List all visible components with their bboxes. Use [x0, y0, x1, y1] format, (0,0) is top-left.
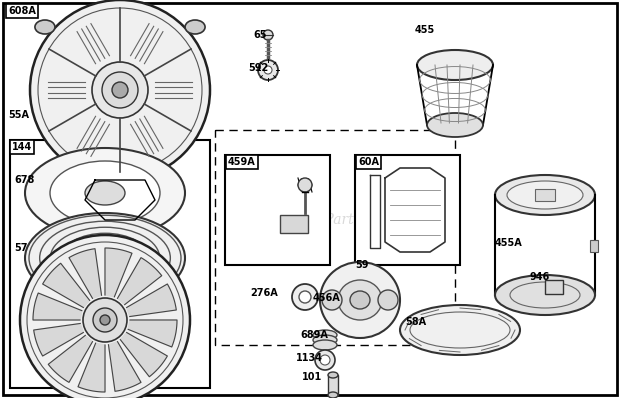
- Polygon shape: [69, 249, 102, 298]
- Text: 55A: 55A: [8, 110, 29, 120]
- Bar: [225, 155, 330, 265]
- Ellipse shape: [507, 181, 583, 209]
- Ellipse shape: [25, 148, 185, 238]
- Ellipse shape: [320, 355, 330, 365]
- Polygon shape: [48, 336, 92, 382]
- Ellipse shape: [400, 305, 520, 355]
- Ellipse shape: [427, 113, 483, 137]
- Bar: [215, 130, 455, 345]
- Ellipse shape: [83, 298, 127, 342]
- Ellipse shape: [338, 280, 382, 320]
- Polygon shape: [43, 263, 90, 308]
- Ellipse shape: [264, 66, 272, 74]
- Polygon shape: [120, 332, 167, 377]
- Ellipse shape: [313, 340, 337, 350]
- Ellipse shape: [298, 178, 312, 192]
- Text: 946: 946: [530, 272, 551, 282]
- Ellipse shape: [85, 181, 125, 205]
- Bar: [280, 215, 308, 233]
- Ellipse shape: [292, 284, 318, 310]
- Bar: [535, 189, 555, 201]
- Text: 456A: 456A: [313, 293, 341, 303]
- Ellipse shape: [263, 30, 273, 40]
- Text: 592: 592: [248, 63, 268, 73]
- Ellipse shape: [328, 372, 338, 378]
- Ellipse shape: [417, 50, 493, 80]
- Text: 144: 144: [12, 142, 32, 152]
- Ellipse shape: [30, 0, 210, 180]
- Ellipse shape: [313, 335, 337, 345]
- Text: 608A: 608A: [8, 6, 36, 16]
- Ellipse shape: [313, 330, 337, 340]
- Ellipse shape: [495, 175, 595, 215]
- Text: 455: 455: [415, 25, 435, 35]
- Text: 59: 59: [355, 260, 368, 270]
- Text: 1134: 1134: [296, 353, 323, 363]
- Ellipse shape: [112, 82, 128, 98]
- Ellipse shape: [328, 392, 338, 398]
- Ellipse shape: [299, 291, 311, 303]
- Ellipse shape: [100, 315, 110, 325]
- Polygon shape: [118, 258, 162, 304]
- Ellipse shape: [258, 60, 278, 80]
- Ellipse shape: [315, 350, 335, 370]
- Bar: [10, 140, 210, 388]
- Ellipse shape: [92, 62, 148, 118]
- Polygon shape: [78, 343, 105, 392]
- Ellipse shape: [495, 275, 595, 315]
- Bar: [355, 155, 460, 265]
- Ellipse shape: [350, 291, 370, 309]
- Ellipse shape: [378, 290, 398, 310]
- Bar: [590, 240, 598, 252]
- Text: 459A: 459A: [228, 157, 255, 167]
- Ellipse shape: [322, 290, 342, 310]
- Text: 58A: 58A: [405, 317, 426, 327]
- Text: eReplacementParts.com: eReplacementParts.com: [224, 213, 396, 227]
- Text: 60A: 60A: [358, 157, 379, 167]
- Ellipse shape: [185, 20, 205, 34]
- Text: 57: 57: [14, 243, 27, 253]
- Text: 455A: 455A: [495, 238, 523, 248]
- Text: 101: 101: [302, 372, 322, 382]
- Ellipse shape: [25, 213, 185, 303]
- Ellipse shape: [93, 308, 117, 332]
- Ellipse shape: [35, 20, 55, 34]
- Bar: [545, 280, 563, 294]
- Polygon shape: [85, 180, 155, 220]
- Polygon shape: [126, 284, 176, 316]
- Text: 678: 678: [14, 175, 34, 185]
- Polygon shape: [370, 175, 380, 248]
- Polygon shape: [33, 293, 82, 320]
- Polygon shape: [33, 324, 83, 356]
- Polygon shape: [128, 320, 177, 347]
- Bar: [328, 375, 338, 395]
- Ellipse shape: [20, 235, 190, 398]
- Polygon shape: [385, 168, 445, 252]
- Polygon shape: [105, 248, 132, 297]
- Text: 276A: 276A: [250, 288, 278, 298]
- Ellipse shape: [102, 72, 138, 108]
- Text: 689A: 689A: [300, 330, 328, 340]
- Ellipse shape: [320, 262, 400, 338]
- Ellipse shape: [50, 161, 160, 225]
- Text: 65: 65: [253, 30, 267, 40]
- Polygon shape: [108, 341, 141, 391]
